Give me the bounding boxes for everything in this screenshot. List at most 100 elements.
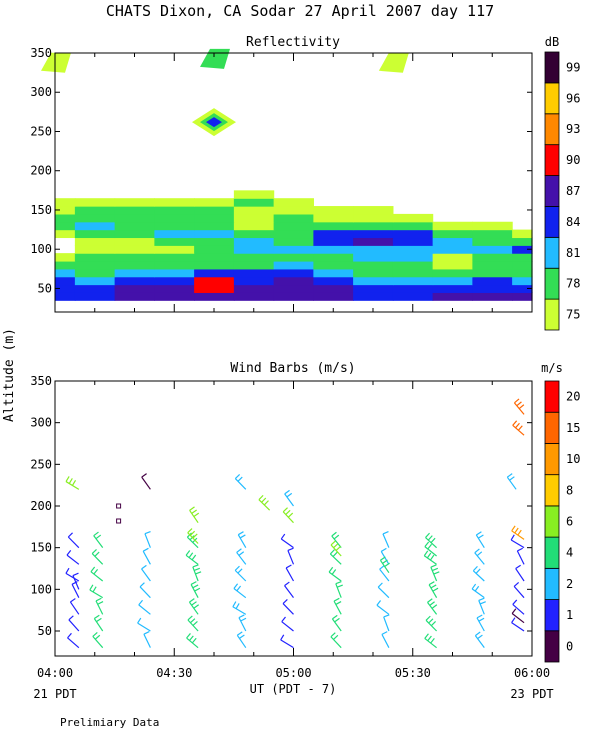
reflectivity-cell bbox=[472, 245, 513, 254]
wind-barb bbox=[65, 476, 80, 490]
reflectivity-cell bbox=[512, 245, 533, 254]
wind-barb bbox=[476, 614, 485, 632]
reflectivity-cell bbox=[154, 213, 195, 223]
wind-barb bbox=[380, 547, 390, 565]
reflectivity-cell bbox=[432, 253, 473, 262]
reflectivity-cell bbox=[154, 245, 195, 254]
reflectivity-cell bbox=[194, 292, 235, 301]
wind-colorbar-label: 10 bbox=[566, 452, 580, 466]
reflectivity-colorbar-swatch bbox=[544, 298, 560, 331]
reflectivity-colorbar-label: 90 bbox=[566, 153, 580, 167]
reflectivity-cell bbox=[512, 292, 533, 301]
reflectivity-echo bbox=[200, 48, 230, 69]
wind-barb bbox=[511, 617, 525, 632]
reflectivity-cell bbox=[392, 221, 434, 231]
reflectivity-cell bbox=[233, 221, 275, 231]
reflectivity-cell bbox=[432, 284, 473, 293]
wind-colorbar-swatch bbox=[544, 567, 560, 600]
reflectivity-cell bbox=[233, 206, 275, 215]
x-axis-label: UT (PDT - 7) bbox=[250, 682, 337, 696]
reflectivity-cell bbox=[74, 229, 116, 239]
wind-barb bbox=[328, 566, 342, 582]
wind-barb bbox=[511, 608, 525, 624]
wind-barb bbox=[93, 531, 104, 549]
reflectivity-echo bbox=[206, 117, 222, 128]
reflectivity-cells bbox=[41, 48, 533, 301]
x-axis-left-note: 21 PDT bbox=[33, 687, 76, 701]
wind-barb bbox=[141, 564, 151, 582]
wind-calm-marker bbox=[116, 503, 122, 509]
reflectivity-cell bbox=[353, 268, 394, 278]
reflectivity-cell bbox=[353, 237, 394, 246]
wind-barb bbox=[66, 550, 80, 565]
reflectivity-cell bbox=[154, 198, 195, 207]
wind-colorbar-swatch bbox=[544, 505, 560, 538]
wind-colorbar-label: 8 bbox=[566, 483, 573, 497]
reflectivity-cell bbox=[273, 198, 314, 207]
wind-barb bbox=[430, 564, 440, 582]
reflectivity-cell bbox=[194, 253, 235, 262]
reflectivity-cell bbox=[353, 284, 394, 293]
reflectivity-cell bbox=[194, 284, 235, 293]
wind-barb bbox=[423, 550, 437, 565]
reflectivity-cell bbox=[194, 237, 235, 246]
reflectivity-cell bbox=[233, 198, 275, 207]
reflectivity-cell bbox=[114, 284, 155, 293]
reflectivity-cell bbox=[392, 237, 434, 246]
wind-barb bbox=[333, 597, 342, 615]
reflectivity-cell bbox=[313, 221, 354, 231]
reflectivity-cell bbox=[512, 260, 533, 270]
reflectivity-cell bbox=[233, 237, 275, 246]
reflectivity-cell bbox=[353, 292, 394, 301]
reflectivity-cell bbox=[472, 253, 513, 262]
wind-barb bbox=[280, 634, 294, 649]
wind-barb bbox=[281, 616, 294, 632]
wind-barb bbox=[282, 598, 294, 615]
wind-barb bbox=[95, 597, 104, 615]
reflectivity-cell bbox=[194, 260, 235, 270]
reflectivity-cell bbox=[273, 276, 314, 286]
reflectivity-cell bbox=[512, 229, 533, 239]
reflectivity-cell bbox=[353, 206, 394, 215]
reflectivity-colorbar-swatch bbox=[544, 206, 560, 238]
wind-ytick-label: 250 bbox=[30, 457, 52, 471]
reflectivity-cell bbox=[353, 213, 394, 223]
wind-barb bbox=[236, 548, 247, 565]
reflectivity-cell bbox=[392, 268, 434, 278]
reflectivity-ytick-label: 250 bbox=[30, 124, 52, 138]
reflectivity-cell bbox=[74, 245, 116, 254]
reflectivity-cell bbox=[55, 292, 76, 301]
reflectivity-cell bbox=[114, 206, 155, 215]
wind-barb bbox=[89, 584, 104, 599]
wind-colorbar: 0 1 2 4 6 8 10 15 20 bbox=[544, 380, 580, 663]
reflectivity-echo bbox=[41, 52, 71, 73]
reflectivity-cell bbox=[194, 245, 235, 254]
reflectivity-cell bbox=[273, 268, 314, 278]
reflectivity-cell bbox=[114, 198, 155, 207]
reflectivity-cell bbox=[154, 206, 195, 215]
wind-ytick-label: 100 bbox=[30, 582, 52, 596]
wind-barb bbox=[187, 615, 199, 632]
wind-barb bbox=[233, 583, 247, 599]
wind-barb bbox=[382, 530, 390, 548]
reflectivity-cell bbox=[353, 253, 394, 262]
reflectivity-cell bbox=[55, 284, 76, 293]
reflectivity-cell bbox=[55, 229, 76, 239]
reflectivity-ytick-label: 300 bbox=[30, 85, 52, 99]
reflectivity-colorbar: 75 78 81 84 87 90 93 96 99 bbox=[544, 51, 580, 331]
reflectivity-ytick-label: 50 bbox=[38, 281, 52, 295]
reflectivity-cell bbox=[154, 284, 195, 293]
reflectivity-cell bbox=[273, 284, 314, 293]
reflectivity-cell bbox=[233, 229, 275, 239]
wind-barb bbox=[285, 564, 295, 582]
reflectivity-cell bbox=[273, 213, 314, 223]
wind-barb bbox=[512, 420, 525, 436]
wind-barb bbox=[234, 565, 247, 582]
wind-colorbar-swatch bbox=[544, 536, 560, 569]
reflectivity-cell bbox=[392, 229, 434, 239]
wind-barb bbox=[92, 631, 104, 649]
wind-barb bbox=[68, 615, 80, 632]
wind-barb bbox=[141, 473, 151, 490]
wind-colorbar-unit: m/s bbox=[541, 361, 563, 375]
wind-ytick-label: 300 bbox=[30, 416, 52, 430]
